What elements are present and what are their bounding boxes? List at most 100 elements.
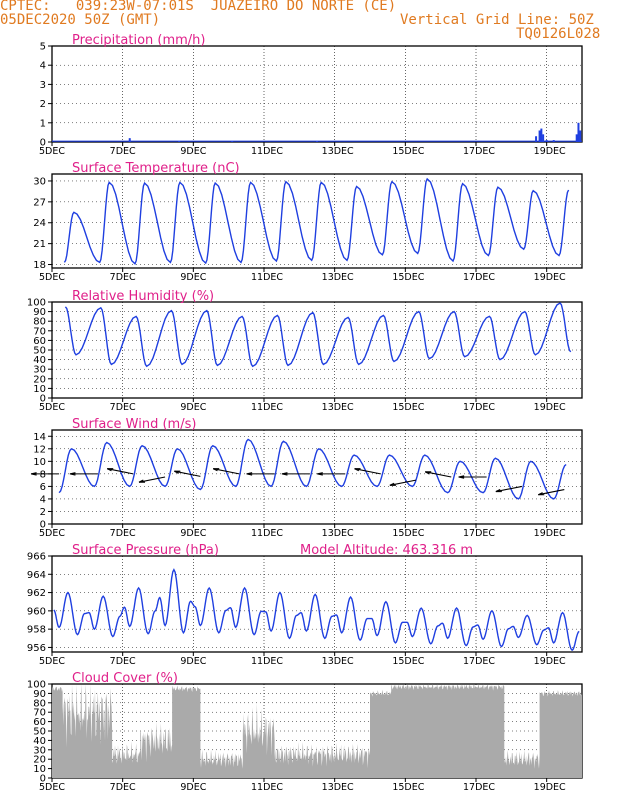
x-tick-label: 9DEC (180, 656, 206, 667)
wind-arrow (425, 471, 452, 478)
y-tick-label: 100 (27, 298, 46, 309)
x-tick-label: 17DEC (463, 782, 495, 793)
x-tick-label: 15DEC (392, 146, 424, 157)
panel-frame-4 (51, 555, 583, 653)
y-tick-label: 90 (33, 689, 46, 700)
x-tick-label: 17DEC (463, 272, 495, 283)
y-tick-label: 12 (33, 444, 46, 455)
x-tick-label: 15DEC (392, 272, 424, 283)
series-line-1 (63, 177, 570, 266)
series-line-2 (64, 302, 572, 368)
wind-arrow-head (69, 472, 76, 476)
x-tick-label: 19DEC (534, 402, 566, 413)
x-tick-label: 19DEC (534, 782, 566, 793)
y-tick-label: 60 (33, 336, 46, 347)
header-date: 05DEC2020 50Z (GMT) (0, 12, 161, 28)
wind-arrow (538, 488, 565, 496)
x-tick-label: 5DEC (39, 528, 65, 539)
series-line-4 (53, 568, 580, 652)
wind-arrow (138, 476, 166, 483)
x-tick-label: 11DEC (251, 782, 283, 793)
y-tick-label: 70 (33, 708, 46, 719)
wind-arrow (495, 485, 523, 493)
wind-arrow-head (138, 479, 146, 483)
wind-arrow-head (30, 472, 37, 476)
x-tick-label: 7DEC (110, 656, 136, 667)
x-tick-label: 9DEC (180, 402, 206, 413)
panel-title-2: Relative Humidity (%) (72, 289, 214, 304)
series-line-3 (58, 438, 567, 500)
y-tick-label: 2 (40, 99, 46, 110)
y-tick-label: 966 (27, 552, 46, 563)
x-tick-label: 11DEC (251, 656, 283, 667)
precip-bar (542, 134, 545, 142)
y-tick-label: 30 (33, 176, 46, 187)
precip-bar (538, 130, 541, 142)
y-tick-label: 4 (40, 494, 46, 505)
x-tick-label: 7DEC (110, 402, 136, 413)
panel-title-3: Surface Wind (m/s) (72, 417, 196, 432)
y-tick-label: 50 (33, 727, 46, 738)
wind-arrow-head (538, 492, 545, 496)
header-station: CPTEC: 039:23W-07:01S JUAZEIRO DO NORTE … (0, 0, 397, 14)
x-tick-label: 13DEC (322, 656, 354, 667)
precip-bar (535, 136, 538, 142)
x-tick-label: 17DEC (463, 656, 495, 667)
y-tick-label: 80 (33, 698, 46, 709)
y-tick-label: 21 (33, 239, 46, 250)
x-tick-label: 13DEC (322, 528, 354, 539)
x-tick-label: 15DEC (392, 528, 424, 539)
y-tick-label: 100 (27, 680, 46, 691)
y-tick-label: 50 (33, 346, 46, 357)
y-tick-label: 2 (40, 507, 46, 518)
y-tick-label: 30 (33, 745, 46, 756)
cloud-cover-area (52, 684, 582, 778)
y-tick-label: 27 (33, 197, 46, 208)
x-tick-label: 15DEC (392, 656, 424, 667)
panel-title-5: Cloud Cover (%) (72, 671, 178, 686)
x-tick-label: 11DEC (251, 146, 283, 157)
y-tick-label: 0 (40, 774, 46, 785)
y-tick-label: 1 (40, 118, 46, 129)
wind-arrow-head (495, 488, 502, 493)
wind-arrow-head (389, 482, 396, 486)
panel-frame-0 (51, 45, 583, 143)
y-tick-label: 60 (33, 717, 46, 728)
y-tick-label: 4 (40, 61, 46, 72)
x-tick-label: 19DEC (534, 656, 566, 667)
x-tick-label: 5DEC (39, 146, 65, 157)
x-tick-label: 5DEC (39, 272, 65, 283)
x-tick-label: 17DEC (463, 146, 495, 157)
panel-title-1: Surface Temperature (nC) (72, 161, 240, 176)
precip-bar (540, 128, 543, 142)
header-grid-note: Vertical Grid Line: 50Z (400, 12, 594, 28)
precip-bar (577, 122, 580, 142)
x-tick-label: 13DEC (322, 272, 354, 283)
wind-arrow-head (424, 471, 432, 475)
wind-arrow-head (212, 468, 220, 472)
x-tick-label: 15DEC (392, 782, 424, 793)
y-tick-label: 5 (40, 42, 46, 53)
wind-arrow (107, 468, 134, 475)
x-tick-label: 17DEC (463, 528, 495, 539)
x-tick-label: 17DEC (463, 402, 495, 413)
panel-title-4: Surface Pressure (hPa) (72, 543, 219, 558)
y-tick-label: 18 (33, 260, 46, 271)
wind-arrow (174, 470, 201, 477)
x-tick-label: 7DEC (110, 782, 136, 793)
y-tick-label: 6 (40, 482, 46, 493)
precip-bar (579, 130, 582, 142)
x-tick-label: 9DEC (180, 528, 206, 539)
y-tick-label: 80 (33, 317, 46, 328)
x-tick-label: 19DEC (534, 146, 566, 157)
y-tick-label: 8 (40, 469, 46, 480)
x-tick-label: 7DEC (110, 146, 136, 157)
wind-arrow (354, 468, 381, 475)
y-tick-label: 24 (33, 218, 46, 229)
wind-arrow-head (106, 468, 114, 472)
panel-frame-3 (51, 429, 583, 525)
precip-bar (575, 134, 578, 142)
x-tick-label: 11DEC (251, 528, 283, 539)
wind-arrow-head (354, 468, 361, 472)
x-tick-label: 5DEC (39, 782, 65, 793)
